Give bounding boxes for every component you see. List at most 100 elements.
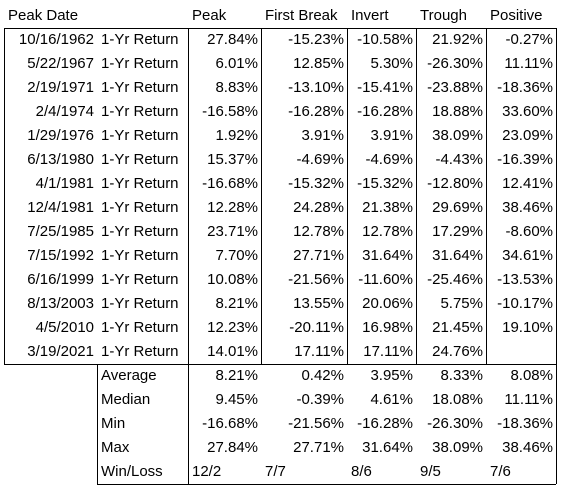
trough-value-cell: 38.09% bbox=[432, 127, 483, 144]
column-border bbox=[347, 28, 348, 364]
metric-label-cell: 1-Yr Return bbox=[101, 319, 179, 336]
metric-label-cell: 1-Yr Return bbox=[101, 343, 179, 360]
summary-row: Min -16.68% -21.56% -16.28% -26.30% -18.36% bbox=[0, 412, 563, 436]
metric-label-cell: 1-Yr Return bbox=[101, 31, 179, 48]
header-positive: Positive bbox=[490, 7, 543, 24]
summary-row: Max 27.84% 27.71% 31.64% 38.09% 38.46% bbox=[0, 436, 563, 460]
peak-value-cell: 8.83% bbox=[215, 79, 258, 96]
positive-value-cell: -13.53% bbox=[497, 271, 553, 288]
metric-label-cell: 1-Yr Return bbox=[101, 271, 179, 288]
peak-value-cell: -16.58% bbox=[202, 103, 258, 120]
summary-positive-cell: 7/6 bbox=[490, 463, 511, 480]
table-row: 6/16/1999 1-Yr Return 10.08% -21.56% -11.60%… bbox=[0, 268, 563, 292]
positive-value-cell: 33.60% bbox=[502, 103, 553, 120]
table-row: 2/19/1971 1-Yr Return 8.83% -13.10% -15.41% -… bbox=[0, 76, 563, 100]
trough-value-cell: 24.76% bbox=[432, 343, 483, 360]
peak-value-cell: 12.23% bbox=[207, 319, 258, 336]
invert-value-cell: -10.58% bbox=[357, 31, 413, 48]
first-break-value-cell: 13.55% bbox=[293, 295, 344, 312]
invert-value-cell: -11.60% bbox=[358, 271, 413, 288]
summary-invert-cell: 31.64% bbox=[362, 439, 413, 456]
trough-value-cell: 17.29% bbox=[432, 223, 483, 240]
table-row: 3/19/2021 1-Yr Return 14.01% 17.11% 17.11% 24… bbox=[0, 340, 563, 364]
header-peak: Peak bbox=[192, 7, 227, 24]
summary-first-break-cell: -21.56% bbox=[288, 415, 344, 432]
first-break-value-cell: -15.23% bbox=[288, 31, 344, 48]
column-border bbox=[416, 28, 417, 364]
first-break-value-cell: -20.11% bbox=[289, 319, 344, 336]
summary-label-cell: Min bbox=[101, 415, 126, 432]
summary-trough-cell: 8.33% bbox=[440, 367, 483, 384]
peak-value-cell: 6.01% bbox=[215, 55, 258, 72]
trough-value-cell: 21.92% bbox=[432, 31, 483, 48]
metric-label-cell: 1-Yr Return bbox=[101, 79, 179, 96]
peak-date-cell: 10/16/1962 bbox=[18, 31, 94, 48]
column-border bbox=[556, 28, 557, 484]
peak-date-cell: 7/15/1992 bbox=[27, 247, 94, 264]
summary-first-break-cell: -0.39% bbox=[296, 391, 344, 408]
peak-date-cell: 12/4/1981 bbox=[27, 199, 94, 216]
metric-label-cell: 1-Yr Return bbox=[101, 247, 179, 264]
column-border bbox=[486, 28, 487, 364]
table-row: 2/4/1974 1-Yr Return -16.58% -16.28% -16.28%… bbox=[0, 100, 563, 124]
metric-label-cell: 1-Yr Return bbox=[101, 199, 179, 216]
positive-value-cell: -0.27% bbox=[505, 31, 553, 48]
invert-value-cell: -16.28% bbox=[357, 103, 413, 120]
first-break-value-cell: -21.56% bbox=[288, 271, 344, 288]
peak-date-cell: 2/19/1971 bbox=[27, 79, 94, 96]
invert-value-cell: -15.41% bbox=[357, 79, 413, 96]
trough-value-cell: 18.88% bbox=[432, 103, 483, 120]
positive-value-cell: 12.41% bbox=[502, 175, 553, 192]
header-trough: Trough bbox=[420, 7, 467, 24]
peak-value-cell: 23.71% bbox=[207, 223, 258, 240]
summary-positive-cell: 38.46% bbox=[502, 439, 553, 456]
table-row: 7/15/1992 1-Yr Return 7.70% 27.71% 31.64% 31.… bbox=[0, 244, 563, 268]
column-border bbox=[4, 28, 5, 364]
trough-value-cell: 31.64% bbox=[432, 247, 483, 264]
summary-trough-cell: 18.08% bbox=[432, 391, 483, 408]
positive-value-cell: 11.11% bbox=[504, 55, 553, 72]
peak-value-cell: 12.28% bbox=[207, 199, 258, 216]
first-break-value-cell: 12.78% bbox=[293, 223, 344, 240]
peak-date-cell: 6/16/1999 bbox=[27, 271, 94, 288]
summary-row: Median 9.45% -0.39% 4.61% 18.08% 11.11% bbox=[0, 388, 563, 412]
peak-date-cell: 3/19/2021 bbox=[27, 343, 94, 360]
metric-label-cell: 1-Yr Return bbox=[101, 223, 179, 240]
peak-value-cell: 1.92% bbox=[215, 127, 258, 144]
summary-invert-cell: 3.95% bbox=[370, 367, 413, 384]
positive-value-cell: 38.46% bbox=[502, 199, 553, 216]
positive-value-cell: 19.10% bbox=[502, 319, 553, 336]
trough-value-cell: -4.43% bbox=[435, 151, 483, 168]
table-row: 4/5/2010 1-Yr Return 12.23% -20.11% 16.98% 21… bbox=[0, 316, 563, 340]
metric-label-cell: 1-Yr Return bbox=[101, 103, 179, 120]
invert-value-cell: 5.30% bbox=[370, 55, 413, 72]
peak-value-cell: 14.01% bbox=[207, 343, 258, 360]
summary-peak-cell: -16.68% bbox=[202, 415, 258, 432]
invert-value-cell: 31.64% bbox=[362, 247, 413, 264]
header-peak-date: Peak Date bbox=[8, 7, 79, 24]
peak-value-cell: 15.37% bbox=[207, 151, 258, 168]
summary-positive-cell: 8.08% bbox=[510, 367, 553, 384]
table-row: 5/22/1967 1-Yr Return 6.01% 12.85% 5.30% -26.… bbox=[0, 52, 563, 76]
positive-value-cell: 23.09% bbox=[502, 127, 553, 144]
peak-date-cell: 8/13/2003 bbox=[27, 295, 94, 312]
summary-label-cell: Max bbox=[101, 439, 130, 456]
peak-date-cell: 4/1/1981 bbox=[35, 175, 94, 192]
positive-value-cell: -10.17% bbox=[497, 295, 553, 312]
first-break-value-cell: -15.32% bbox=[288, 175, 344, 192]
metric-label-cell: 1-Yr Return bbox=[101, 295, 179, 312]
metric-label-cell: 1-Yr Return bbox=[101, 151, 179, 168]
summary-trough-cell: -26.30% bbox=[427, 415, 483, 432]
trough-value-cell: -26.30% bbox=[427, 55, 483, 72]
invert-value-cell: -15.32% bbox=[357, 175, 413, 192]
invert-value-cell: 21.38% bbox=[362, 199, 413, 216]
peak-value-cell: 7.70% bbox=[215, 247, 258, 264]
peak-date-cell: 1/29/1976 bbox=[27, 127, 94, 144]
first-break-value-cell: 3.91% bbox=[301, 127, 344, 144]
peak-date-cell: 5/22/1967 bbox=[27, 55, 94, 72]
summary-invert-cell: -16.28% bbox=[357, 415, 413, 432]
row-border bbox=[97, 484, 556, 485]
peak-value-cell: 27.84% bbox=[207, 31, 258, 48]
invert-value-cell: 12.78% bbox=[362, 223, 413, 240]
